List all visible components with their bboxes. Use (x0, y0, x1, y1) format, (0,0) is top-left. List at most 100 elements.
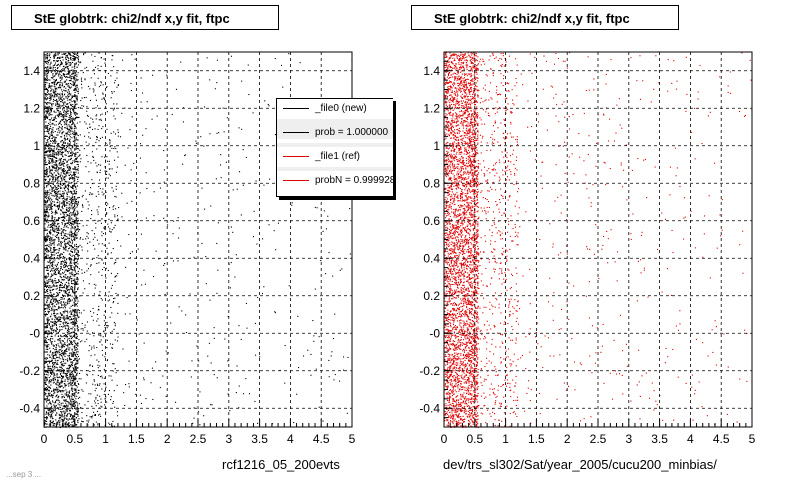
scatter-point (61, 343, 63, 345)
scatter-point (109, 175, 111, 177)
scatter-point (46, 423, 48, 425)
scatter-point (74, 384, 76, 386)
scatter-point (57, 187, 59, 189)
scatter-point (125, 384, 127, 386)
scatter-point (51, 333, 53, 335)
scatter-point (274, 134, 276, 136)
scatter-point (68, 270, 70, 272)
scatter-point (44, 156, 46, 158)
scatter-point (50, 411, 52, 413)
scatter-point (66, 171, 68, 173)
scatter-point (234, 276, 236, 278)
scatter-point (53, 310, 55, 312)
scatter-point (101, 250, 103, 252)
scatter-point (56, 384, 58, 386)
scatter-point (90, 274, 92, 276)
scatter-point (108, 218, 110, 220)
scatter-point (66, 321, 68, 323)
scatter-point (52, 159, 54, 161)
scatter-point (64, 159, 66, 161)
scatter-point (52, 154, 54, 156)
scatter-point (63, 226, 65, 228)
scatter-point (55, 211, 57, 213)
scatter-point (70, 378, 72, 380)
scatter-point (75, 377, 77, 379)
scatter-point (99, 334, 101, 336)
scatter-point (66, 107, 68, 109)
scatter-point (151, 108, 153, 110)
scatter-point (60, 371, 62, 373)
scatter-point (78, 418, 80, 420)
scatter-point (70, 269, 72, 271)
scatter-point (70, 199, 72, 201)
scatter-point (47, 63, 49, 65)
scatter-point (56, 57, 58, 59)
scatter-point (66, 76, 68, 78)
scatter-point (76, 297, 78, 299)
scatter-point (69, 76, 71, 78)
scatter-point (57, 54, 59, 56)
scatter-point (59, 146, 61, 148)
scatter-point (50, 169, 52, 171)
scatter-point (73, 105, 75, 107)
scatter-point (54, 55, 56, 57)
scatter-point (50, 90, 52, 92)
scatter-point (44, 336, 46, 338)
scatter-point (66, 63, 68, 65)
scatter-point (49, 263, 51, 265)
scatter-point (48, 215, 50, 217)
scatter-point (57, 208, 59, 210)
scatter-point (62, 160, 64, 162)
scatter-point (53, 60, 55, 62)
scatter-point (307, 349, 309, 351)
scatter-point (71, 361, 73, 363)
scatter-point (67, 380, 69, 382)
scatter-point (62, 246, 64, 248)
scatter-point (97, 423, 99, 425)
scatter-point (51, 416, 53, 418)
scatter-point (50, 102, 52, 104)
scatter-point (78, 61, 80, 63)
scatter-point (117, 84, 119, 86)
scatter-point (116, 77, 118, 79)
scatter-point (66, 207, 68, 209)
scatter-point (65, 336, 67, 338)
scatter-point (53, 117, 55, 119)
scatter-point (93, 380, 95, 382)
scatter-point (69, 373, 71, 375)
scatter-point (53, 79, 55, 81)
scatter-point (103, 227, 105, 229)
scatter-point (48, 157, 50, 159)
scatter-point (90, 264, 92, 266)
scatter-point (72, 55, 74, 57)
scatter-point (71, 269, 73, 271)
scatter-point (50, 205, 52, 207)
scatter-point (113, 91, 115, 93)
scatter-point (77, 309, 79, 311)
scatter-point (274, 312, 276, 314)
scatter-point (63, 325, 65, 327)
scatter-point (92, 244, 94, 246)
scatter-point (44, 86, 46, 88)
scatter-point (71, 353, 73, 355)
scatter-point (50, 159, 52, 161)
scatter-point (81, 80, 83, 82)
scatter-point (57, 190, 59, 192)
scatter-point (77, 72, 79, 74)
scatter-point (51, 117, 53, 119)
scatter-point (49, 351, 51, 353)
scatter-point (128, 386, 130, 388)
scatter-point (65, 87, 67, 89)
scatter-point (48, 159, 50, 161)
scatter-point (248, 94, 250, 96)
scatter-point (109, 139, 111, 141)
scatter-point (61, 119, 63, 121)
scatter-point (72, 133, 74, 135)
scatter-point (68, 357, 70, 359)
scatter-point (76, 57, 78, 59)
scatter-point (75, 245, 77, 247)
scatter-point (69, 178, 71, 180)
scatter-point (53, 150, 55, 152)
scatter-point (63, 424, 65, 426)
scatter-point (82, 205, 84, 207)
